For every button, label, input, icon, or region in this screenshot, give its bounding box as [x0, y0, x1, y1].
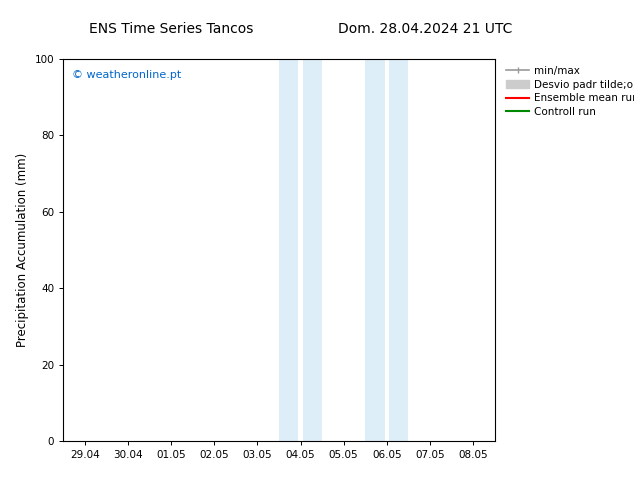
- Bar: [302, 59, 322, 441]
- Text: Dom. 28.04.2024 21 UTC: Dom. 28.04.2024 21 UTC: [337, 22, 512, 36]
- Bar: [365, 59, 385, 441]
- Text: ENS Time Series Tancos: ENS Time Series Tancos: [89, 22, 254, 36]
- Bar: [279, 59, 299, 441]
- Text: © weatheronline.pt: © weatheronline.pt: [72, 70, 181, 80]
- Y-axis label: Precipitation Accumulation (mm): Precipitation Accumulation (mm): [16, 153, 29, 347]
- Legend: min/max, Desvio padr tilde;o, Ensemble mean run, Controll run: min/max, Desvio padr tilde;o, Ensemble m…: [504, 64, 634, 119]
- Bar: [389, 59, 408, 441]
